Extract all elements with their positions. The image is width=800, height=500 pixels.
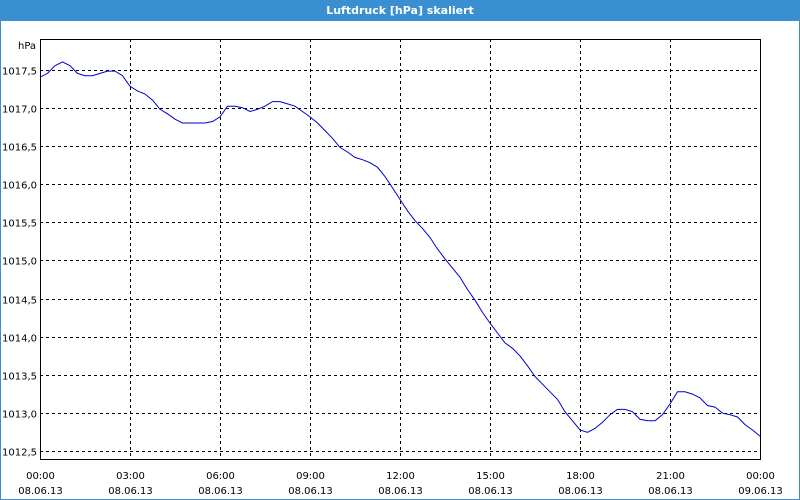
y-tick-label: 1013,5 — [2, 372, 37, 383]
x-tick-date-label: 08.06.13 — [558, 486, 603, 497]
x-tick-date-label: 08.06.13 — [198, 486, 243, 497]
chart-title-bar: Luftdruck [hPa] skaliert — [0, 0, 800, 21]
x-tick-time-label: 09:00 — [296, 471, 325, 482]
y-tick-label: 1017,0 — [2, 105, 37, 116]
x-tick-date-label: 08.06.13 — [18, 486, 63, 497]
x-tick-time-label: 12:00 — [386, 471, 415, 482]
series-group — [39, 61, 761, 437]
x-tick-time-label: 06:00 — [206, 471, 235, 482]
grid-lines — [40, 39, 760, 459]
x-tick-time-label: 03:00 — [116, 471, 145, 482]
pressure-series-line — [39, 61, 761, 437]
x-tick-time-label: 00:00 — [746, 471, 775, 482]
x-tick-date-label: 08.06.13 — [108, 486, 153, 497]
x-tick-labels: 00:00 08.06.13 03:00 08.06.13 06:00 08.06.13 0… — [18, 471, 783, 497]
y-tick-label: 1016,5 — [2, 143, 37, 154]
y-tick-label: 1012,5 — [2, 448, 37, 459]
y-tick-label: 1017,5 — [2, 67, 37, 78]
y-tick-label: 1014,5 — [2, 296, 37, 307]
x-tick-date-label: 08.06.13 — [468, 486, 513, 497]
x-tick-time-label: 15:00 — [476, 471, 505, 482]
y-tick-label: 1014,0 — [2, 334, 37, 345]
y-tick-label: 1013,0 — [2, 410, 37, 421]
y-tick-label: 1016,0 — [2, 181, 37, 192]
x-tick-time-label: 00:00 — [26, 471, 55, 482]
y-tick-label: 1015,0 — [2, 257, 37, 268]
plot-area-border — [40, 39, 761, 460]
x-tick-time-label: 21:00 — [656, 471, 685, 482]
x-tick-date-label: 08.06.13 — [378, 486, 423, 497]
x-tick-date-label: 08.06.13 — [288, 486, 333, 497]
x-tick-date-label: 09.06.13 — [738, 486, 783, 497]
x-tick-time-label: 18:00 — [566, 471, 595, 482]
chart-title: Luftdruck [hPa] skaliert — [326, 4, 474, 17]
y-tick-labels: 1012,5 1013,0 1013,5 1014,0 1014,5 1015,0 1015… — [2, 67, 37, 459]
y-tick-label: 1015,5 — [2, 219, 37, 230]
y-axis-unit-label: hPa — [18, 41, 36, 52]
x-tick-date-label: 08.06.13 — [648, 486, 693, 497]
